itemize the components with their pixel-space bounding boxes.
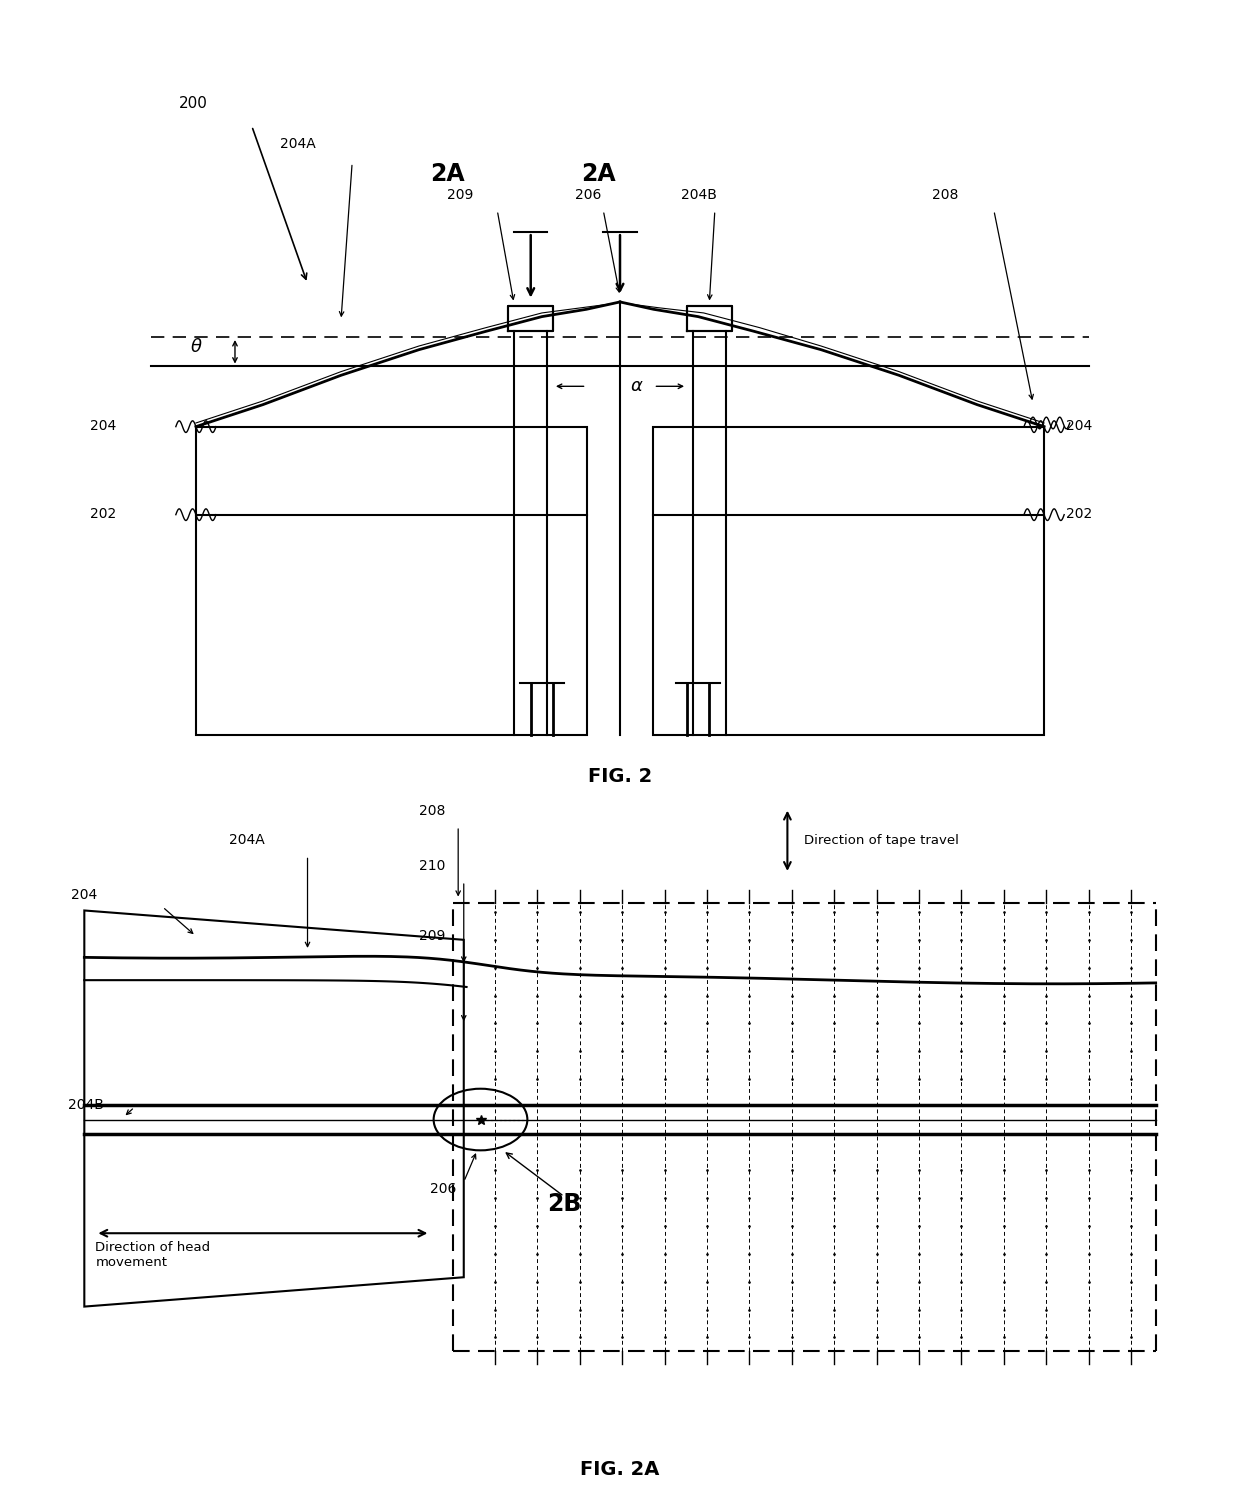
Text: Direction of head
movement: Direction of head movement	[95, 1241, 211, 1269]
Text: $\alpha$: $\alpha$	[630, 377, 644, 395]
Text: 200: 200	[180, 96, 208, 111]
Text: FIG. 2A: FIG. 2A	[580, 1460, 660, 1479]
Text: 206: 206	[430, 1183, 456, 1196]
Text: 209: 209	[419, 928, 445, 943]
Text: 209: 209	[448, 189, 474, 202]
Text: Direction of tape travel: Direction of tape travel	[805, 834, 959, 847]
Text: 204: 204	[91, 419, 117, 433]
Text: 208: 208	[419, 804, 445, 819]
Text: 204: 204	[71, 889, 97, 903]
Text: 206: 206	[575, 189, 601, 202]
Text: 2A: 2A	[430, 162, 465, 186]
Text: 204B: 204B	[67, 1097, 103, 1112]
Text: 210: 210	[419, 859, 445, 873]
Text: FIG. 2: FIG. 2	[588, 768, 652, 786]
Polygon shape	[84, 910, 464, 1307]
Polygon shape	[687, 305, 732, 331]
Text: 202: 202	[91, 507, 117, 521]
Text: 202: 202	[1066, 507, 1092, 521]
Text: 208: 208	[932, 189, 959, 202]
Text: $\theta$: $\theta$	[190, 338, 202, 356]
Text: 204A: 204A	[280, 136, 315, 151]
Text: 204A: 204A	[229, 834, 265, 847]
Polygon shape	[508, 305, 553, 331]
Text: 204B: 204B	[682, 189, 717, 202]
Text: 2B: 2B	[548, 1192, 582, 1216]
Text: 2A: 2A	[580, 162, 615, 186]
Text: 204: 204	[1066, 419, 1092, 433]
